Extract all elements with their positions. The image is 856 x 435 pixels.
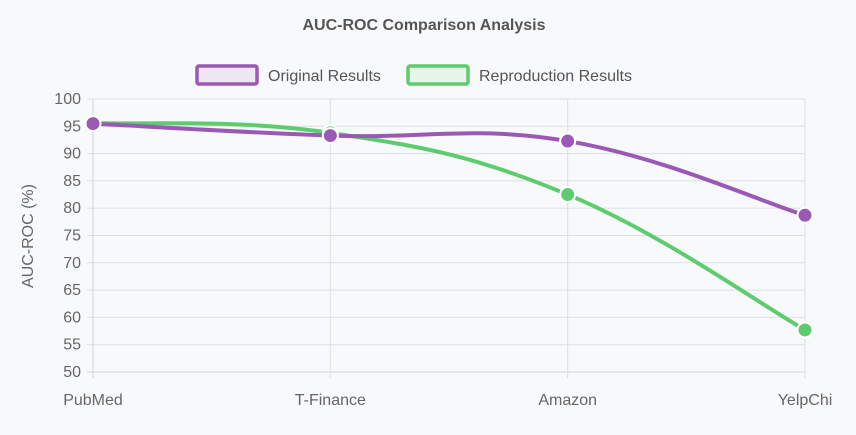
data-point[interactable]	[559, 132, 577, 150]
y-tick-label: 80	[63, 200, 81, 217]
x-tick-label: Amazon	[538, 392, 597, 409]
x-tick-label: YelpChi	[778, 392, 833, 409]
y-tick-label: 90	[63, 146, 81, 163]
legend-label[interactable]: Original Results	[268, 68, 381, 85]
legend: Original Results Reproduction Results	[195, 64, 632, 86]
y-tick-label: 75	[63, 228, 81, 245]
legend-swatch[interactable]	[406, 64, 470, 86]
x-axis-ticks: PubMed T-Finance Amazon YelpChi	[63, 392, 832, 409]
data-point[interactable]	[321, 127, 339, 145]
data-point[interactable]	[559, 186, 577, 204]
y-tick-label: 85	[63, 173, 81, 190]
data-point[interactable]	[84, 115, 102, 133]
y-tick-label: 55	[63, 337, 81, 354]
data-point[interactable]	[796, 321, 814, 339]
legend-swatch[interactable]	[195, 64, 259, 86]
series-points	[84, 114, 814, 339]
y-tick-label: 100	[54, 91, 81, 108]
series-line-0	[91, 121, 807, 218]
legend-label[interactable]: Reproduction Results	[479, 68, 632, 85]
y-axis-title: AUC-ROC (%)	[20, 184, 37, 288]
y-tick-label: 70	[63, 255, 81, 272]
y-tick-label: 60	[63, 309, 81, 326]
y-tick-label: 65	[63, 282, 81, 299]
grid	[87, 98, 806, 378]
y-tick-label: 95	[63, 118, 81, 135]
series-line-1	[91, 121, 807, 332]
x-tick-label: T-Finance	[295, 392, 366, 409]
series-lines	[91, 121, 807, 332]
data-point[interactable]	[796, 206, 814, 224]
y-axis-ticks: 50 55 60 65 70 75 80 85 90 95 100	[54, 91, 81, 381]
y-tick-label: 50	[63, 364, 81, 381]
chart-title: AUC-ROC Comparison Analysis	[303, 17, 546, 34]
x-tick-label: PubMed	[63, 392, 123, 409]
